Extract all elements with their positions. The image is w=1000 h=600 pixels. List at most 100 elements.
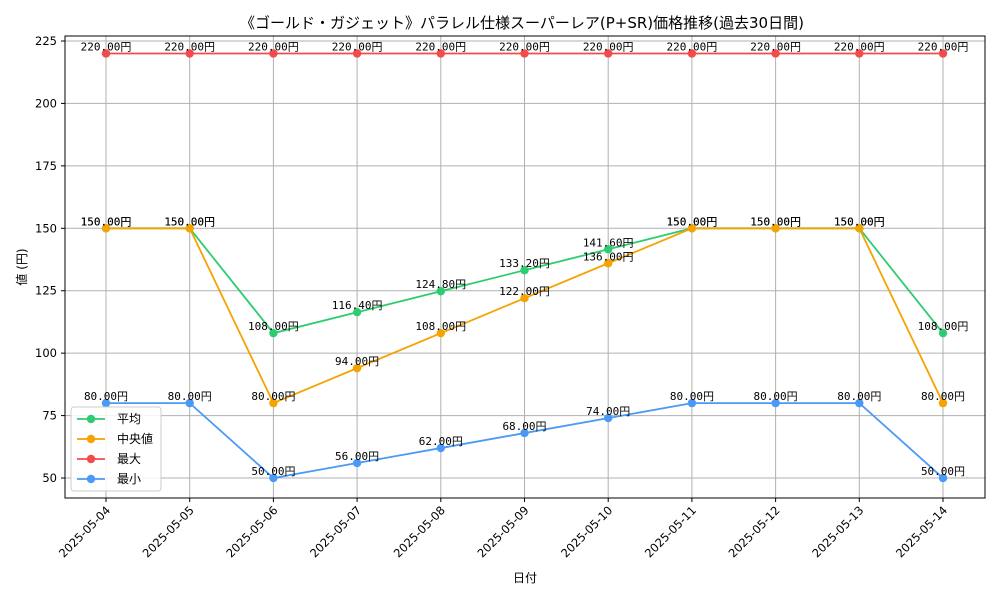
y-tick-label: 125 — [35, 284, 57, 298]
data-label: 50.00円 — [251, 465, 295, 478]
data-label: 74.00円 — [586, 405, 630, 418]
data-point — [938, 473, 948, 483]
y-tick-label: 225 — [35, 34, 57, 48]
data-point — [436, 287, 445, 296]
data-label: 122.00円 — [499, 285, 550, 298]
data-label: 133.20円 — [499, 257, 550, 270]
y-tick-label: 175 — [35, 159, 57, 173]
legend-label: 中央値 — [117, 431, 153, 446]
x-tick-label: 2025-05-04 — [56, 503, 113, 560]
data-point — [938, 328, 948, 338]
x-tick-label: 2025-05-09 — [474, 503, 531, 560]
data-point — [687, 224, 697, 233]
data-label: 150.00円 — [750, 215, 801, 228]
data-point — [855, 49, 864, 58]
data-point — [185, 49, 194, 58]
data-label: 150.00円 — [164, 215, 215, 228]
x-tick-label: 2025-05-10 — [558, 503, 615, 560]
legend-marker — [86, 474, 96, 484]
legend-item-中央値: 中央値 — [77, 431, 153, 446]
data-point — [771, 49, 780, 58]
data-point — [185, 398, 194, 408]
legend-item-最大: 最大 — [77, 452, 141, 466]
data-point — [352, 49, 362, 58]
y-axis: 50 75 100 125 150 175 200 225 — [35, 34, 65, 485]
x-tick-label: 2025-05-06 — [223, 503, 280, 560]
data-label: 150.00円 — [750, 215, 801, 228]
data-point — [855, 224, 864, 233]
data-point — [771, 224, 780, 233]
legend-marker — [86, 454, 96, 464]
data-label: 80.00円 — [670, 390, 714, 403]
data-label: 56.00円 — [335, 450, 379, 463]
data-point — [520, 49, 529, 58]
data-label: 108.00円 — [415, 320, 466, 333]
data-label: 50.00円 — [921, 465, 965, 478]
data-label: 108.00円 — [248, 320, 299, 333]
data-label: 80.00円 — [251, 390, 295, 403]
data-label: 80.00円 — [84, 390, 128, 403]
data-label: 220.00円 — [332, 40, 383, 53]
data-point — [520, 266, 529, 275]
data-point — [436, 328, 445, 338]
data-label: 150.00円 — [667, 215, 718, 228]
data-point — [436, 443, 445, 453]
data-label: 150.00円 — [667, 215, 718, 228]
legend-item-最小: 最小 — [77, 472, 141, 486]
data-label: 220.00円 — [81, 40, 132, 53]
y-tick-label: 50 — [42, 471, 57, 485]
data-point — [604, 413, 613, 423]
data-point — [604, 259, 613, 268]
data-label: 80.00円 — [837, 390, 881, 403]
data-point — [185, 224, 194, 233]
data-point — [687, 398, 697, 408]
data-point — [687, 49, 697, 58]
legend-label: 最大 — [117, 452, 141, 466]
data-label: 150.00円 — [81, 215, 132, 228]
data-label: 220.00円 — [834, 40, 885, 53]
x-tick-label: 2025-05-07 — [307, 503, 364, 560]
data-label: 141.60円 — [583, 236, 634, 249]
series-layer — [101, 49, 948, 483]
data-label: 220.00円 — [583, 40, 634, 53]
data-label: 68.00円 — [502, 420, 546, 433]
data-point — [855, 398, 864, 408]
x-tick-label: 2025-05-11 — [642, 503, 699, 560]
data-label: 116.40円 — [332, 299, 383, 312]
data-label: 94.00円 — [335, 355, 379, 368]
data-point — [269, 328, 278, 338]
x-tick-label: 2025-05-13 — [809, 503, 866, 560]
y-tick-label: 100 — [35, 346, 57, 360]
data-labels: 150.00円 150.00円 108.00円 116.40円 124.80円 133.2… — [81, 40, 969, 478]
data-point — [436, 49, 445, 58]
data-point — [101, 49, 111, 58]
data-label: 136.00円 — [583, 250, 634, 263]
x-axis-title: 日付 — [513, 571, 537, 585]
data-label: 220.00円 — [164, 40, 215, 53]
data-point — [269, 49, 278, 58]
y-tick-label: 150 — [35, 221, 57, 235]
legend-item-平均: 平均 — [77, 412, 141, 426]
data-point — [520, 428, 529, 438]
x-tick-label: 2025-05-12 — [726, 503, 783, 560]
data-point — [520, 294, 529, 303]
data-point — [604, 49, 613, 58]
data-label: 150.00円 — [834, 215, 885, 228]
legend-marker — [86, 434, 96, 444]
data-label: 220.00円 — [750, 40, 801, 53]
chart-title: 《ゴールド・ガジェット》パラレル仕様スーパーレア(P+SR)価格推移(過去30日… — [240, 14, 804, 32]
x-tick-label: 2025-05-08 — [391, 503, 448, 560]
data-point — [604, 245, 613, 254]
data-point — [938, 49, 948, 58]
data-point — [269, 398, 278, 408]
data-point — [101, 224, 111, 233]
data-point — [269, 473, 278, 483]
data-label: 220.00円 — [667, 40, 718, 53]
data-label: 220.00円 — [248, 40, 299, 53]
data-label: 62.00円 — [419, 435, 463, 448]
data-label: 220.00円 — [415, 40, 466, 53]
series-中央値 — [101, 224, 948, 408]
data-label: 150.00円 — [81, 215, 132, 228]
